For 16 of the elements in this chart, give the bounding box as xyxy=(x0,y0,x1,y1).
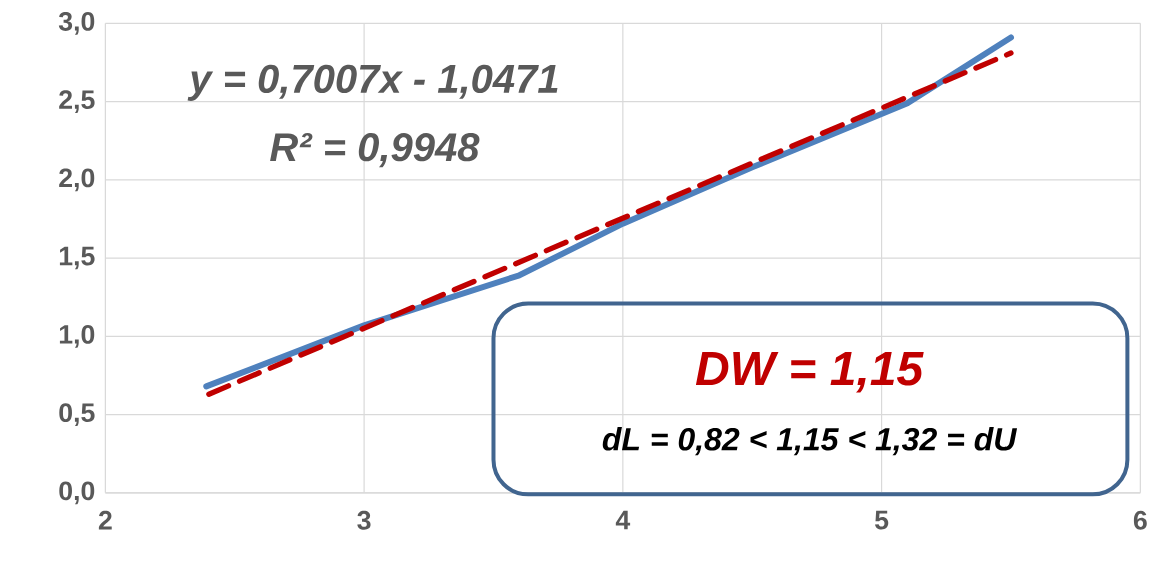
x-tick-label: 6 xyxy=(1133,510,1147,530)
annotation: y = 0,7007x - 1,0471 xyxy=(187,64,558,101)
annotation: DW = 1,15 xyxy=(695,352,924,393)
annotation: R² = 0,9948 xyxy=(270,132,480,168)
x-tick-label: 3 xyxy=(357,510,371,530)
y-tick-label: 2,0 xyxy=(59,168,95,192)
x-tick-label: 4 xyxy=(615,510,631,530)
y-tick-label: 1,5 xyxy=(59,246,95,270)
y-tick-label: 0,0 xyxy=(59,481,95,505)
y-tick-label: 2,5 xyxy=(59,90,95,113)
annotation: dL = 0,82 < 1,15 < 1,32 = dU xyxy=(602,427,1018,456)
y-tick-label: 0,5 xyxy=(59,403,95,426)
y-tick-label: 3,0 xyxy=(58,11,95,35)
y-tick-label: 1,0 xyxy=(59,324,95,348)
x-tick-label: 2 xyxy=(98,510,112,530)
x-tick-label: 5 xyxy=(874,510,889,530)
